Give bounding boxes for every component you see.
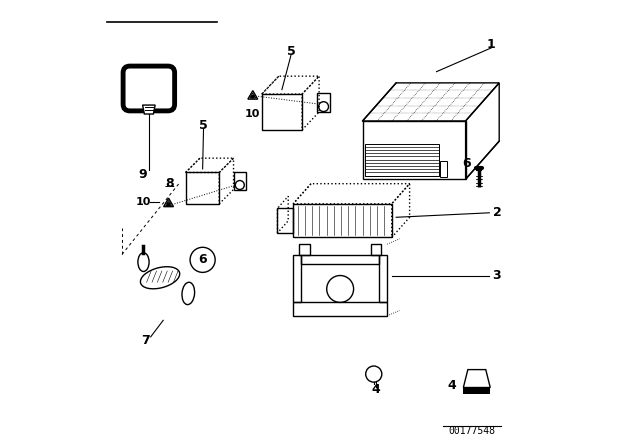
Text: 3: 3 xyxy=(493,269,501,282)
Text: 10: 10 xyxy=(245,109,260,119)
Circle shape xyxy=(167,203,170,206)
Polygon shape xyxy=(143,105,155,114)
Circle shape xyxy=(252,95,254,98)
Text: 2: 2 xyxy=(493,206,501,220)
Text: 9: 9 xyxy=(139,168,147,181)
Text: 6: 6 xyxy=(462,156,471,170)
Text: 00177548: 00177548 xyxy=(449,426,496,436)
Text: 4: 4 xyxy=(371,383,380,396)
Text: 5: 5 xyxy=(199,119,208,132)
Text: 7: 7 xyxy=(141,334,150,347)
Text: 8: 8 xyxy=(166,177,174,190)
Text: 1: 1 xyxy=(487,38,495,52)
Text: 4: 4 xyxy=(448,379,456,392)
Text: 6: 6 xyxy=(198,253,207,267)
Text: 10: 10 xyxy=(135,198,151,207)
Text: 5: 5 xyxy=(287,45,295,58)
Polygon shape xyxy=(463,388,490,394)
